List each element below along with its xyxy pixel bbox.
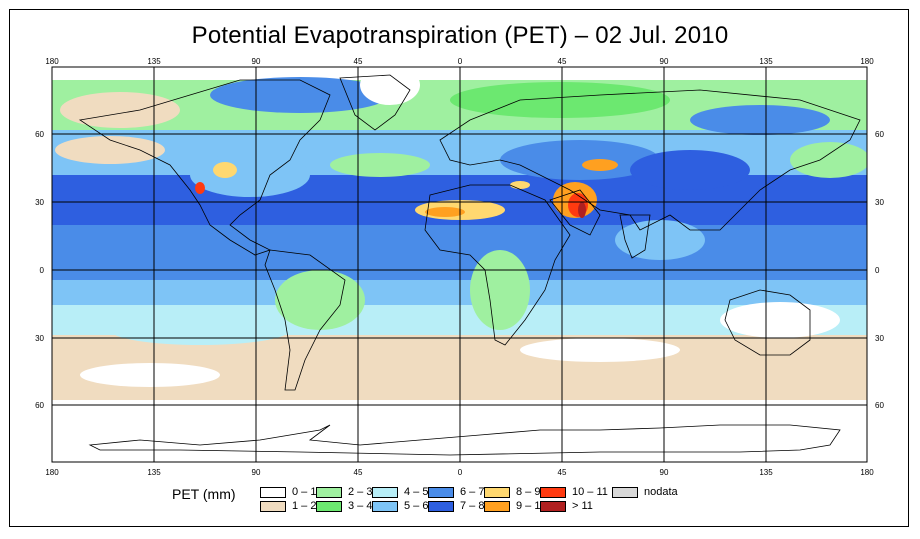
lon-tick-bottom: 180 [45, 468, 59, 477]
lon-tick-top: 180 [45, 57, 59, 66]
lon-tick-top: 180 [860, 57, 874, 66]
legend-swatch [484, 500, 510, 512]
lon-tick-top: 135 [147, 57, 161, 66]
lon-tick-top: 135 [759, 57, 773, 66]
hot-spots [195, 159, 618, 220]
legend-label: 2 – 3 [348, 486, 373, 498]
legend-item: 7 – 8 [428, 500, 484, 512]
lon-tick-bottom: 90 [660, 468, 669, 477]
legend-swatch [372, 500, 398, 512]
legend-swatch [540, 486, 566, 498]
lat-tick-left: 60 [35, 401, 44, 410]
lat-ticks-right: 60 30 0 30 60 [875, 130, 884, 410]
lat-ticks-left: 60 30 0 30 60 [35, 130, 44, 410]
graticule [52, 67, 867, 462]
lon-tick-top: 90 [660, 57, 669, 66]
lon-tick-top: 45 [558, 57, 567, 66]
lat-tick-right: 30 [875, 198, 884, 207]
legend-swatch [428, 500, 454, 512]
lat-tick-right: 30 [875, 334, 884, 343]
legend-swatch [372, 486, 398, 498]
lon-tick-bottom: 45 [354, 468, 363, 477]
lon-tick-top: 45 [354, 57, 363, 66]
lat-tick-right: 60 [875, 401, 884, 410]
eurasia-outline [439, 89, 861, 231]
legend-label: 3 – 4 [348, 500, 373, 512]
legend-swatch [260, 500, 286, 512]
legend-swatch [612, 486, 638, 498]
south-america-outline [264, 249, 346, 391]
lon-tick-bottom: 135 [759, 468, 773, 477]
figure-frame [9, 9, 909, 527]
legend-label: nodata [644, 486, 678, 498]
australia-outline [724, 289, 811, 356]
lat-tick-left: 60 [35, 130, 44, 139]
legend-swatch [428, 486, 454, 498]
lat-tick-right: 0 [875, 266, 880, 275]
legend-swatch [484, 486, 510, 498]
india-outline [619, 214, 651, 259]
legend-swatch [316, 500, 342, 512]
legend-label: 5 – 6 [404, 500, 429, 512]
map-border [51, 66, 868, 463]
legend-label: 0 – 1 [292, 486, 317, 498]
lat-tick-right: 60 [875, 130, 884, 139]
legend-item: > 11 [540, 500, 593, 512]
legend-label: 6 – 7 [460, 486, 485, 498]
lon-tick-bottom: 0 [458, 468, 463, 477]
legend-item: 2 – 3 [316, 486, 372, 498]
lat-tick-left: 30 [35, 198, 44, 207]
lon-tick-bottom: 45 [558, 468, 567, 477]
legend-swatch [540, 500, 566, 512]
lon-tick-top: 0 [458, 57, 463, 66]
greenland-outline [339, 74, 411, 131]
legend-label: 7 – 8 [460, 500, 485, 512]
north-america-outline [78, 79, 331, 256]
legend-title: PET (mm) [172, 486, 236, 502]
legend-item: 3 – 4 [316, 500, 372, 512]
lon-tick-bottom: 135 [147, 468, 161, 477]
lon-tick-bottom: 90 [252, 468, 261, 477]
legend-item: 9 – 10 [484, 500, 547, 512]
legend-item: 5 – 6 [372, 500, 428, 512]
map-title: Potential Evapotranspiration (PET) – 02 … [191, 22, 729, 49]
legend-item: 4 – 5 [372, 486, 428, 498]
lat-tick-left: 0 [40, 266, 45, 275]
legend-label: 9 – 10 [516, 500, 547, 512]
legend-item: 10 – 11 [540, 486, 608, 498]
lat-tick-left: 30 [35, 334, 44, 343]
legend-label: > 11 [572, 500, 593, 512]
legend-swatch [316, 486, 342, 498]
legend-swatch [260, 486, 286, 498]
legend-item: 6 – 7 [428, 486, 484, 498]
africa-outline [424, 184, 571, 346]
legend-item: 8 – 9 [484, 486, 540, 498]
legend-item: 0 – 1 [260, 486, 316, 498]
legend-label: 10 – 11 [572, 486, 608, 498]
arabia-outline [549, 189, 601, 236]
coastlines [78, 74, 861, 456]
lon-tick-top: 90 [252, 57, 261, 66]
legend-label: 8 – 9 [516, 486, 541, 498]
pet-patches [55, 67, 867, 387]
antarctica-outline [88, 424, 841, 456]
legend-label: 4 – 5 [404, 486, 429, 498]
lon-ticks-top: 180 135 90 45 0 45 90 135 180 [45, 57, 874, 66]
lon-ticks-bottom: 180 135 90 45 0 45 90 135 180 [45, 468, 874, 477]
legend-item: nodata [612, 486, 678, 498]
legend-label: 1 – 2 [292, 500, 317, 512]
lon-tick-bottom: 180 [860, 468, 874, 477]
legend-item: 1 – 2 [260, 500, 316, 512]
